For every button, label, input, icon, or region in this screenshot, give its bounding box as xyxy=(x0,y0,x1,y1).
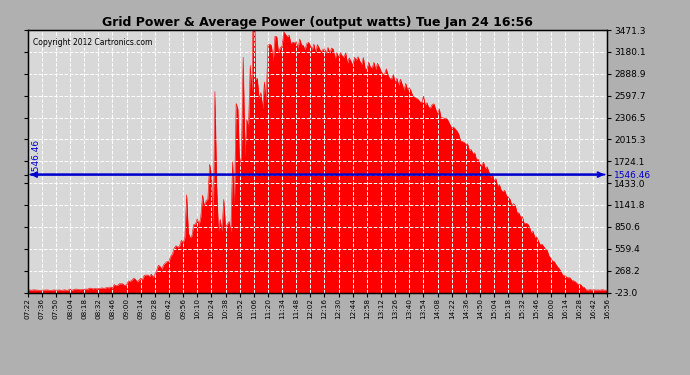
Text: Copyright 2012 Cartronics.com: Copyright 2012 Cartronics.com xyxy=(33,38,152,47)
Text: 1546.46: 1546.46 xyxy=(30,138,39,175)
Title: Grid Power & Average Power (output watts) Tue Jan 24 16:56: Grid Power & Average Power (output watts… xyxy=(102,16,533,29)
